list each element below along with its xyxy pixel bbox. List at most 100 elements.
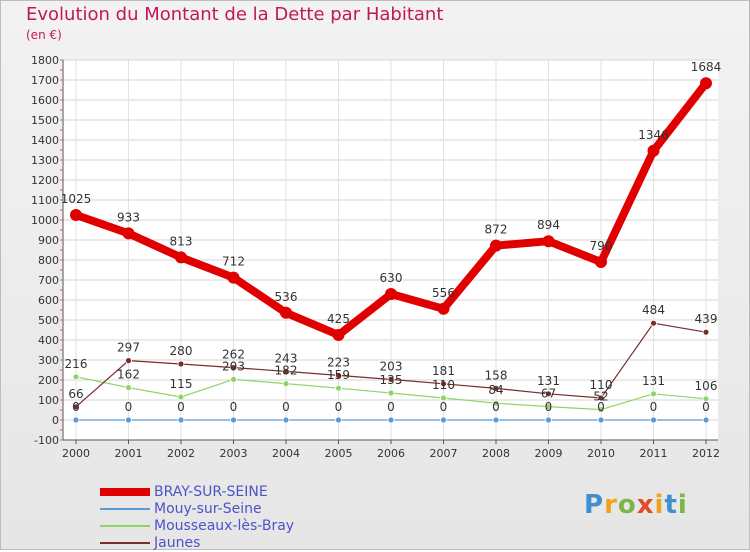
data-point — [280, 306, 292, 319]
data-point — [125, 384, 132, 392]
data-point — [332, 329, 345, 341]
x-tick-label: 2008 — [482, 447, 510, 460]
data-label: 1684 — [691, 60, 722, 74]
data-point — [597, 394, 605, 402]
data-label: 67 — [541, 387, 556, 401]
data-point — [545, 416, 552, 424]
data-label: 115 — [170, 377, 193, 391]
data-point — [177, 360, 185, 368]
data-point — [177, 393, 185, 401]
data-label: 52 — [593, 390, 608, 404]
data-label: 158 — [485, 368, 508, 382]
data-label: 0 — [230, 400, 238, 414]
data-point — [492, 384, 500, 392]
legend-swatch — [100, 542, 150, 544]
data-label: 262 — [222, 348, 245, 362]
x-tick-label: 2007 — [430, 447, 458, 460]
x-tick-label: 2002 — [167, 447, 195, 460]
y-tick-label: 900 — [38, 234, 59, 247]
y-tick-label: 800 — [38, 254, 59, 267]
data-point — [700, 77, 712, 90]
data-label: 484 — [642, 303, 665, 317]
data-point — [650, 319, 657, 327]
data-point — [437, 302, 450, 315]
data-point — [230, 364, 237, 372]
data-point — [227, 271, 240, 284]
data-point — [440, 416, 447, 424]
x-tick-label: 2009 — [535, 447, 563, 460]
y-tick-label: 1500 — [31, 114, 59, 127]
data-label: 439 — [695, 312, 718, 326]
x-tick-label: 2012 — [692, 447, 720, 460]
data-point — [490, 239, 502, 252]
data-label: 243 — [275, 351, 298, 365]
data-label: 203 — [222, 359, 245, 373]
data-label: 0 — [650, 400, 658, 414]
y-tick-label: 1600 — [31, 94, 59, 107]
data-point — [702, 395, 710, 403]
data-point — [492, 399, 500, 407]
chart-title: Evolution du Montant de la Dette par Hab… — [26, 4, 444, 25]
legend-label: Mousseaux-lès-Bray — [154, 518, 295, 534]
y-tick-label: 1200 — [31, 174, 59, 187]
data-point — [647, 144, 660, 157]
data-label: 203 — [380, 359, 403, 373]
legend-swatch — [100, 488, 150, 496]
legend-swatch — [100, 525, 150, 527]
data-label: 425 — [327, 312, 350, 326]
data-point — [702, 328, 710, 336]
x-tick-label: 2003 — [220, 447, 248, 460]
legend-label: Jaunes — [154, 535, 201, 551]
y-tick-label: 600 — [38, 294, 59, 307]
logo-letter: i — [677, 490, 688, 520]
x-tick-label: 2005 — [325, 447, 353, 460]
y-tick-label: 400 — [38, 334, 59, 347]
data-label: 223 — [327, 355, 350, 369]
x-tick-label: 2004 — [272, 447, 300, 460]
y-tick-label: 0 — [52, 414, 59, 427]
data-label: 790 — [590, 239, 613, 253]
data-point — [230, 375, 237, 383]
data-point — [650, 416, 657, 424]
x-tick-label: 2011 — [640, 447, 668, 460]
data-label: 0 — [177, 400, 185, 414]
y-tick-label: 700 — [38, 274, 59, 287]
data-point — [177, 416, 185, 424]
data-point — [70, 209, 82, 221]
data-label: 131 — [537, 374, 560, 388]
logo-letter: r — [604, 490, 618, 520]
data-point — [335, 416, 342, 424]
data-label: 106 — [695, 379, 718, 393]
data-label: 162 — [117, 368, 140, 382]
data-label: 0 — [335, 400, 343, 414]
y-tick-label: 1700 — [31, 74, 59, 87]
data-point — [282, 416, 290, 424]
x-tick-label: 2000 — [62, 447, 90, 460]
data-point — [542, 235, 555, 248]
chart-unit: (en €) — [26, 28, 62, 42]
y-tick-label: -100 — [34, 434, 59, 447]
data-label: 0 — [125, 400, 133, 414]
legend-swatch — [100, 508, 150, 510]
y-tick-label: 100 — [38, 394, 59, 407]
data-point — [650, 390, 657, 398]
data-point — [282, 367, 290, 375]
data-point — [125, 416, 132, 424]
logo-letter: t — [664, 490, 678, 520]
data-label: 0 — [597, 400, 605, 414]
legend-label: BRAY-SUR-SEINE — [154, 484, 268, 500]
data-point — [387, 389, 395, 397]
logo-letter: P — [584, 490, 605, 520]
data-label: 181 — [432, 364, 455, 378]
data-point — [597, 406, 605, 414]
logo-letter: x — [636, 490, 655, 520]
logo-letter: i — [654, 490, 665, 520]
data-point — [385, 288, 397, 300]
data-label: 182 — [275, 364, 298, 378]
data-label: 110 — [432, 378, 455, 392]
data-point — [492, 416, 500, 424]
data-point — [545, 403, 552, 411]
x-tick-label: 2006 — [377, 447, 405, 460]
data-label: 894 — [537, 218, 560, 232]
